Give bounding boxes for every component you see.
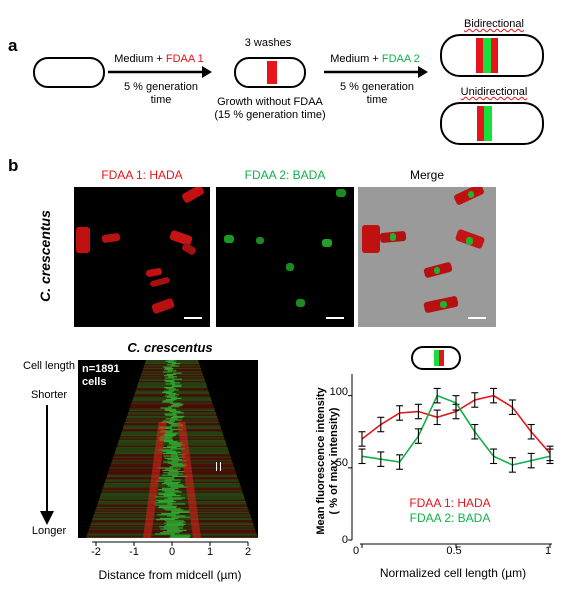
step1-duration: 5 % generation time bbox=[124, 81, 198, 106]
arrow-1 bbox=[108, 66, 212, 78]
demograph-image bbox=[78, 360, 258, 538]
chart-xlabel: Normalized cell length (µm) bbox=[379, 566, 527, 580]
washes-label: 3 washes bbox=[244, 37, 292, 49]
xtick-1: 1 bbox=[544, 545, 552, 557]
line-chart bbox=[348, 374, 554, 548]
longer-label: Longer bbox=[31, 525, 67, 537]
chart-xtick-labels: 0 0.5 1 bbox=[340, 545, 570, 559]
cell-unlabeled bbox=[33, 57, 105, 88]
image-title-merge: Merge bbox=[409, 168, 444, 182]
step2-duration: 5 % generation time bbox=[340, 81, 414, 106]
species-label-vertical: C. crescentus bbox=[37, 210, 53, 302]
step1-prefix: Medium + bbox=[114, 53, 166, 65]
legend-cell-icon bbox=[411, 346, 461, 370]
step1-label: Medium + FDAA 1 bbox=[104, 53, 214, 66]
xtick-0.5: 0.5 bbox=[446, 545, 462, 557]
legend-hada: FDAA 1: HADA bbox=[409, 496, 491, 510]
chart-ytick-labels: 0 50 100 bbox=[318, 380, 348, 550]
bidirectional-label: Bidirectional bbox=[464, 18, 524, 30]
step2-fdaa: FDAA 2 bbox=[381, 53, 420, 65]
microscopy-image-merge bbox=[358, 187, 496, 327]
cell-length-label: Cell length bbox=[23, 360, 75, 372]
step2-label: Medium + FDAA 2 bbox=[320, 53, 430, 66]
panel-b-letter: b bbox=[8, 156, 19, 175]
demograph-x-axis bbox=[92, 541, 249, 546]
length-arrow bbox=[40, 405, 54, 525]
ytick-0: 0 bbox=[341, 534, 348, 546]
microscopy-image-fdaa2 bbox=[216, 187, 354, 327]
chart-legend: FDAA 1: HADA FDAA 2: BADA bbox=[390, 496, 510, 526]
demograph-tick-labels: -2 -1 0 1 2 bbox=[78, 546, 258, 560]
arrow-2 bbox=[324, 66, 428, 78]
microscopy-image-fdaa1 bbox=[74, 187, 210, 327]
ytick-100: 100 bbox=[329, 386, 348, 398]
growth-duration: (15 % generation time) bbox=[214, 109, 326, 121]
ytick-50: 50 bbox=[335, 457, 348, 469]
growth-label: Growth without FDAA (15 % generation tim… bbox=[205, 96, 335, 122]
demo-xtick-0: -2 bbox=[91, 546, 101, 558]
xtick-0: 0 bbox=[352, 545, 360, 557]
demo-xtick-4: 2 bbox=[244, 546, 252, 558]
unidirectional-label: Unidirectional bbox=[460, 86, 528, 98]
demo-xtick-2: 0 bbox=[168, 546, 176, 558]
n-value: n=1891 bbox=[82, 363, 120, 375]
demograph-xlabel: Distance from midcell (µm) bbox=[98, 568, 242, 582]
panel-a-letter: a bbox=[8, 36, 18, 55]
cell-fdaa1-labeled bbox=[234, 57, 306, 88]
cells-text: cells bbox=[82, 376, 107, 388]
demograph-title: C. crescentus bbox=[127, 340, 213, 355]
cell-unidirectional bbox=[440, 102, 544, 145]
growth-text: Growth without FDAA bbox=[217, 96, 323, 108]
image-title-fdaa1: FDAA 1: HADA bbox=[101, 168, 183, 182]
legend-bada: FDAA 2: BADA bbox=[409, 511, 491, 525]
demo-xtick-1: -1 bbox=[129, 546, 139, 558]
image-title-fdaa2: FDAA 2: BADA bbox=[244, 168, 326, 182]
cell-bidirectional bbox=[440, 34, 544, 77]
step1-fdaa: FDAA 1 bbox=[165, 53, 204, 65]
demograph-n-label: n=1891 cells bbox=[82, 363, 120, 389]
demo-xtick-3: 1 bbox=[206, 546, 214, 558]
demograph-scale-bracket bbox=[216, 462, 221, 471]
step2-prefix: Medium + bbox=[330, 53, 382, 65]
shorter-label: Shorter bbox=[30, 389, 68, 401]
